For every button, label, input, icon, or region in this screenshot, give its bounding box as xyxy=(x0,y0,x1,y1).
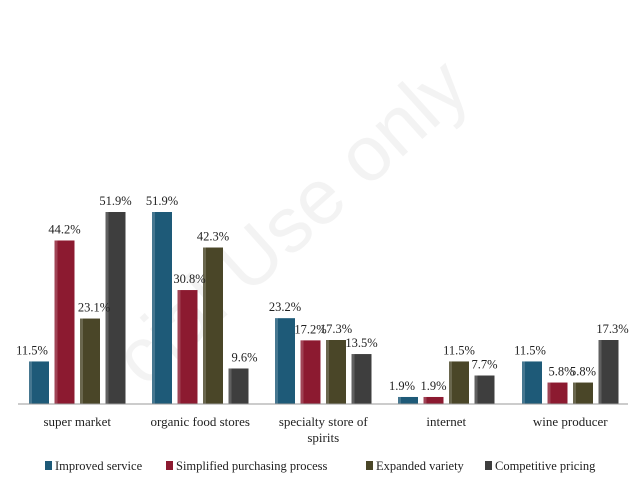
value-labels-layer: 11.5%51.9%23.2%1.9%11.5%44.2%30.8%17.2%1… xyxy=(16,194,629,393)
bar-2-3 xyxy=(449,361,469,404)
value-label-3-4: 17.3% xyxy=(596,322,628,336)
value-label-3-2: 13.5% xyxy=(345,336,377,350)
category-label-1: organic food stores xyxy=(151,414,250,429)
value-label-0-4: 11.5% xyxy=(514,343,546,357)
bars-layer xyxy=(29,212,619,404)
bar-highlight-2-1 xyxy=(203,247,206,404)
bar-0-2 xyxy=(275,318,295,404)
bar-highlight-3-3 xyxy=(474,375,478,404)
bar-highlight-2-3 xyxy=(449,361,452,404)
bar-1-0 xyxy=(54,240,75,404)
value-label-2-0: 23.1% xyxy=(78,301,110,315)
bar-3-1 xyxy=(228,368,249,404)
bar-3-2 xyxy=(351,354,372,404)
bar-0-1 xyxy=(152,212,172,404)
bar-highlight-1-3 xyxy=(423,396,427,404)
bar-highlight-3-1 xyxy=(228,368,232,404)
legend-label-1: Simplified purchasing process xyxy=(176,459,327,473)
bar-0-0 xyxy=(29,361,49,404)
bar-highlight-2-0 xyxy=(80,318,83,404)
value-label-3-1: 9.6% xyxy=(231,350,257,364)
value-label-0-2: 23.2% xyxy=(269,300,301,314)
value-label-1-2: 17.2% xyxy=(294,322,326,336)
bar-2-1 xyxy=(203,247,223,404)
legend-swatch-2 xyxy=(366,461,373,470)
bar-highlight-2-2 xyxy=(326,340,329,404)
category-label-4: wine producer xyxy=(533,414,608,429)
value-label-3-3: 7.7% xyxy=(471,358,497,372)
value-label-1-1: 30.8% xyxy=(173,272,205,286)
bar-highlight-3-2 xyxy=(351,354,355,404)
legend-swatch-0 xyxy=(45,461,52,470)
bar-3-4 xyxy=(598,340,619,404)
value-label-2-2: 17.3% xyxy=(320,322,352,336)
legend: Improved service Simplified purchasing pr… xyxy=(45,459,596,473)
value-label-2-4: 5.8% xyxy=(570,365,596,379)
bar-3-3 xyxy=(474,375,495,404)
value-label-2-3: 11.5% xyxy=(443,343,475,357)
bar-highlight-1-1 xyxy=(177,290,181,404)
category-label-3: internet xyxy=(426,414,466,429)
bar-highlight-3-0 xyxy=(105,212,109,404)
bar-1-3 xyxy=(423,396,444,404)
bar-2-0 xyxy=(80,318,100,404)
bar-1-4 xyxy=(547,382,568,404)
bar-highlight-1-0 xyxy=(54,240,58,404)
bar-0-4 xyxy=(522,361,542,404)
bar-highlight-0-1 xyxy=(152,212,155,404)
legend-label-3: Competitive pricing xyxy=(495,459,596,473)
category-labels-layer: super market organic food stores specialty… xyxy=(43,414,608,445)
value-label-1-3: 1.9% xyxy=(420,379,446,393)
value-label-0-0: 11.5% xyxy=(16,343,48,357)
bar-highlight-3-4 xyxy=(598,340,602,404)
value-label-0-1: 51.9% xyxy=(146,194,178,208)
legend-label-0: Improved service xyxy=(55,459,143,473)
value-label-2-1: 42.3% xyxy=(197,230,229,244)
value-label-1-0: 44.2% xyxy=(48,222,80,236)
legend-swatch-1 xyxy=(166,461,173,470)
bar-0-3 xyxy=(398,396,418,404)
legend-swatch-3 xyxy=(485,461,492,470)
category-label-2: specialty store of spirits xyxy=(279,414,368,445)
bar-highlight-0-4 xyxy=(522,361,525,404)
legend-label-2: Expanded variety xyxy=(376,459,465,473)
value-label-1-4: 5.8% xyxy=(548,365,574,379)
value-label-3-0: 51.9% xyxy=(99,194,131,208)
bar-highlight-0-3 xyxy=(398,396,401,404)
value-label-0-3: 1.9% xyxy=(389,379,415,393)
bar-highlight-0-0 xyxy=(29,361,32,404)
bar-2-4 xyxy=(573,382,593,404)
bar-highlight-0-2 xyxy=(275,318,278,404)
bar-2-2 xyxy=(326,340,346,404)
bar-highlight-1-4 xyxy=(547,382,551,404)
bar-1-2 xyxy=(300,340,321,404)
bar-1-1 xyxy=(177,290,198,404)
bar-highlight-2-4 xyxy=(573,382,576,404)
category-label-0: super market xyxy=(43,414,111,429)
bar-highlight-1-2 xyxy=(300,340,304,404)
bar-3-0 xyxy=(105,212,126,404)
